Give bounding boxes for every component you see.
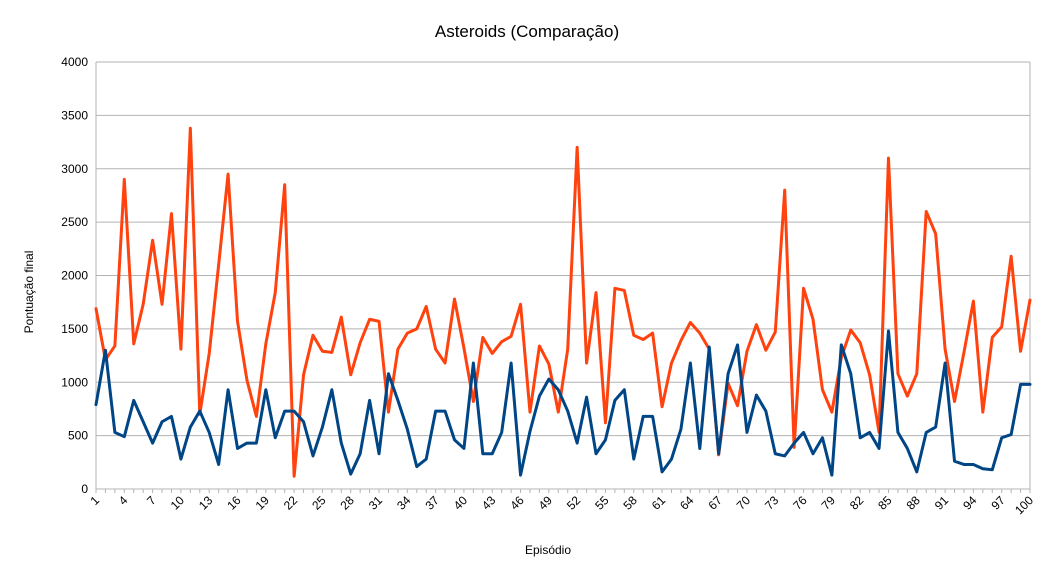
x-tick-label: 94 [960,493,980,513]
y-tick-label: 2000 [61,269,88,283]
x-tick-label: 64 [677,493,697,513]
x-tick-label: 52 [564,493,584,513]
x-tick-label: 34 [394,493,414,513]
x-tick-label: 67 [705,493,725,513]
x-tick-label: 22 [281,493,301,513]
x-tick-label: 88 [904,493,924,513]
x-tick-label: 16 [224,493,244,513]
x-tick-label: 37 [422,493,442,513]
x-tick-label: 79 [819,493,839,513]
x-tick-label: 13 [196,493,216,513]
x-tick-label: 91 [932,493,952,513]
x-axis-label: Episódio [525,543,571,557]
x-tick-label: 19 [253,493,273,513]
x-axis-ticks: 1 4 7 10 13 16 19 22 25 28 31 34 37 40 43 46 49 52 55 58 61 6… [87,489,1036,517]
x-tick-label: 61 [649,493,669,513]
x-tick-label: 49 [536,493,556,513]
y-tick-label: 3500 [61,108,88,122]
x-tick-label: 58 [621,493,641,513]
series-layer [94,126,1032,478]
x-tick-label: 7 [144,493,159,508]
x-tick-label: 4 [116,493,131,508]
x-tick-label: 97 [988,493,1008,513]
series-line-1 [94,126,1032,478]
x-tick-label: 100 [1012,493,1036,517]
x-tick-label: 82 [847,493,867,513]
x-tick-label: 10 [168,493,188,513]
x-tick-label: 31 [366,493,386,513]
grid-layer [95,61,1031,490]
x-tick-label: 40 [451,493,471,513]
x-tick-label: 28 [338,493,358,513]
y-tick-label: 0 [81,482,88,496]
x-tick-label: 76 [790,493,810,513]
x-tick-label: 43 [479,493,499,513]
x-tick-label: 85 [875,493,895,513]
y-tick-label: 1500 [61,322,88,336]
y-axis-ticks: 0 500 1000 1500 2000 2500 3000 3500 4000 [61,55,88,496]
y-tick-label: 500 [68,429,88,443]
x-tick-label: 55 [592,493,612,513]
x-tick-label: 70 [734,493,754,513]
y-tick-label: 4000 [61,55,88,69]
x-tick-label: 73 [762,493,782,513]
y-tick-label: 3000 [61,162,88,176]
y-tick-label: 1000 [61,375,88,389]
chart-title: Asteroids (Comparação) [435,22,619,41]
y-axis-label: Pontuação final [22,251,36,334]
x-tick-label: 46 [507,493,527,513]
x-tick-label: 25 [309,493,329,513]
x-tick-label: 1 [87,493,102,508]
series-line-2 [94,329,1032,477]
y-tick-label: 2500 [61,215,88,229]
